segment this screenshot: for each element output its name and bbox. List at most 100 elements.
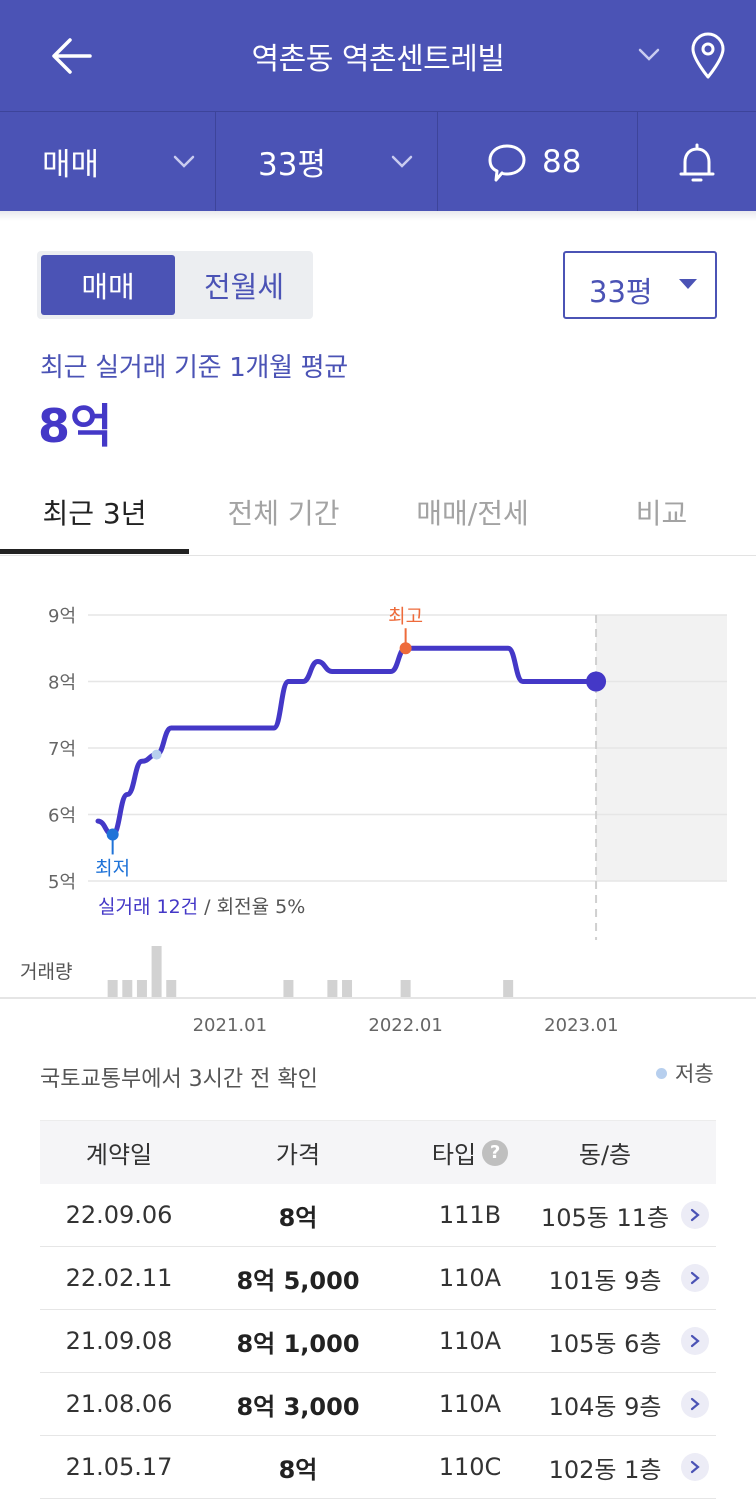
tab-recent-3y[interactable]: 최근 3년: [42, 497, 147, 530]
chart-divider: [0, 997, 756, 999]
row-unit: 104동 9층: [548, 1392, 662, 1421]
period-tabs: 최근 3년 전체 기간 매매/전세 비교: [0, 470, 756, 556]
segment-rent[interactable]: 전월세: [203, 270, 285, 304]
volume-bar: [400, 980, 411, 997]
page-title[interactable]: 역촌동 역촌센트레빌: [251, 41, 505, 77]
volume-bar: [283, 980, 294, 997]
x-tick-label: 2021.01: [192, 1015, 268, 1036]
area-dropdown[interactable]: 33평: [216, 112, 438, 211]
tab-sale-jeonse[interactable]: 매매/전세: [416, 497, 529, 530]
price-line: [95, 645, 599, 837]
high-point: [399, 642, 412, 655]
comments-button[interactable]: 88: [438, 112, 638, 211]
row-date: 22.02.11: [65, 1264, 173, 1292]
volume-bar: [107, 980, 118, 997]
area-label: 33평: [258, 147, 326, 183]
table-row[interactable]: 21.08.06 8억 3,000 110A 104동 9층: [40, 1373, 716, 1436]
row-unit: 101동 9층: [548, 1266, 662, 1295]
low-label: 최저: [95, 857, 130, 879]
row-type: 110A: [438, 1390, 502, 1418]
low-point: [106, 828, 119, 841]
volume-bar: [342, 980, 353, 997]
row-type: 110A: [438, 1264, 502, 1292]
row-type: 111B: [438, 1201, 502, 1229]
tab-compare[interactable]: 비교: [635, 497, 688, 530]
table-header: 계약일 가격 타입 ? 동/층: [40, 1120, 716, 1184]
low-floor-dot-icon: [656, 1067, 667, 1079]
x-tick-label: 2023.01: [544, 1015, 619, 1036]
table-row[interactable]: 21.05.17 8억 110C 102동 1층: [40, 1436, 716, 1499]
bell-icon: [678, 142, 716, 192]
row-price: 8억 5,000: [236, 1266, 360, 1295]
row-detail-button[interactable]: [680, 1184, 710, 1246]
row-detail-button[interactable]: [680, 1310, 710, 1372]
chevron-right-icon: [681, 1201, 709, 1229]
row-date: 21.08.06: [65, 1390, 173, 1418]
x-tick-label: 2022.01: [368, 1015, 443, 1036]
tab-all-period[interactable]: 전체 기간: [227, 497, 340, 530]
help-icon[interactable]: ?: [482, 1139, 509, 1166]
legend-low-floor-label: 저층: [675, 1062, 714, 1086]
average-label: 최근 실거래 기준 1개월 평균: [40, 353, 348, 383]
alert-button[interactable]: [638, 112, 756, 211]
deal-count: 실거래 12건: [98, 896, 198, 918]
transaction-table: 계약일 가격 타입 ? 동/층 22.09.06 8억 111B 105동 11층 22…: [40, 1120, 716, 1499]
row-unit: 102동 1층: [548, 1455, 662, 1484]
row-detail-button[interactable]: [680, 1373, 710, 1435]
table-row[interactable]: 21.09.08 8억 1,000 110A 105동 6층: [40, 1310, 716, 1373]
area-select[interactable]: 33평: [563, 251, 717, 319]
chevron-right-icon: [681, 1453, 709, 1481]
high-label: 최고: [388, 605, 423, 627]
filter-bar: 매매 33평 88: [0, 111, 756, 211]
caret-down-icon: [679, 279, 697, 289]
volume-label: 거래량: [20, 961, 72, 983]
deal-type-dropdown[interactable]: 매매: [0, 112, 216, 211]
row-type: 110A: [438, 1327, 502, 1355]
row-price: 8억: [278, 1455, 318, 1484]
chevron-right-icon: [681, 1327, 709, 1355]
top-app-bar: 역촌동 역촌센트레빌: [0, 0, 756, 111]
header-type: 타입 ?: [410, 1121, 530, 1184]
deal-type-segment: 매매 전월세: [37, 251, 313, 319]
back-button[interactable]: [44, 28, 100, 84]
row-date: 22.09.06: [65, 1201, 173, 1229]
price-chart[interactable]: 9억 8억 7억 6억 5억 최고 최저 실거래 12건 / 회전율 5% 거래량: [0, 590, 756, 1010]
y-tick-label: 6억: [48, 806, 76, 827]
chevron-down-icon: [638, 48, 660, 61]
row-price: 8억: [278, 1203, 318, 1232]
y-tick-label: 8억: [48, 673, 76, 694]
turnover-rate: 회전율 5%: [217, 896, 306, 918]
map-pin-icon: [691, 32, 725, 79]
row-unit: 105동 11층: [540, 1203, 670, 1232]
comments-count: 88: [542, 143, 582, 180]
deal-type-label: 매매: [42, 147, 100, 183]
current-point: [586, 671, 607, 692]
title-dropdown-button[interactable]: [632, 40, 666, 70]
header-shadow: [0, 211, 756, 221]
volume-bar: [136, 980, 147, 997]
stats-separator: /: [198, 896, 216, 918]
chevron-right-icon: [681, 1264, 709, 1292]
header-type-label: 타입: [431, 1141, 477, 1169]
row-price: 8억 1,000: [236, 1329, 360, 1358]
y-tick-label: 5억: [48, 872, 76, 893]
volume-bar: [151, 946, 162, 997]
volume-bar: [503, 980, 514, 997]
header-date: 계약일: [85, 1141, 153, 1169]
table-row[interactable]: 22.02.11 8억 5,000 110A 101동 9층: [40, 1247, 716, 1310]
deal-stats: 실거래 12건 / 회전율 5%: [98, 896, 305, 918]
row-detail-button[interactable]: [680, 1436, 710, 1498]
row-unit: 105동 6층: [548, 1329, 662, 1358]
legend-low-floor: 저층: [656, 1058, 714, 1088]
table-row[interactable]: 22.09.06 8억 111B 105동 11층: [40, 1184, 716, 1247]
row-price: 8억 3,000: [236, 1392, 360, 1421]
location-button[interactable]: [684, 28, 732, 84]
segment-sale[interactable]: 매매: [41, 255, 175, 315]
chevron-down-icon: [170, 148, 198, 176]
arrow-left-icon: [52, 38, 92, 74]
chevron-down-icon: [388, 148, 416, 176]
source-note: 국토교통부에서 3시간 전 확인: [40, 1067, 318, 1092]
row-date: 21.05.17: [65, 1453, 173, 1481]
volume-bar: [327, 980, 338, 997]
row-detail-button[interactable]: [680, 1247, 710, 1309]
